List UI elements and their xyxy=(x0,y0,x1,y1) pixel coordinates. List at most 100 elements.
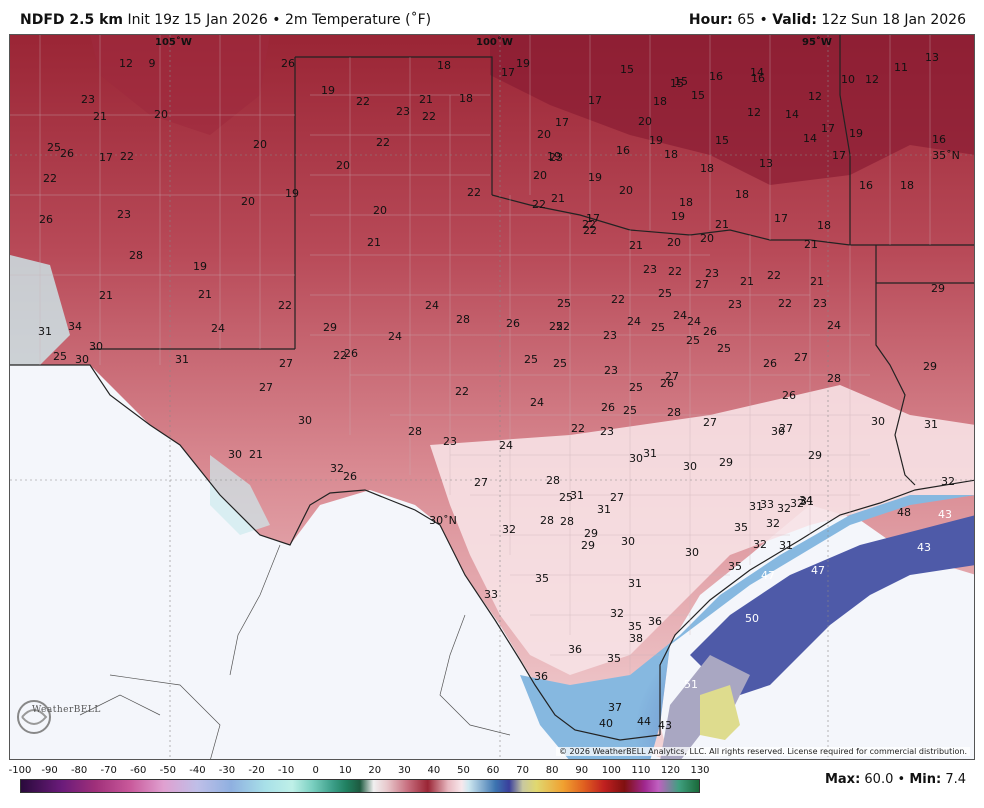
rio-grande xyxy=(10,364,661,741)
temperature-label: 27 xyxy=(610,491,624,504)
temperature-label: 21 xyxy=(419,93,433,106)
temperature-label: 22 xyxy=(278,299,292,312)
temperature-label: 20 xyxy=(667,236,681,249)
temperature-label: 27 xyxy=(665,370,679,383)
temperature-label: 20 xyxy=(253,138,267,151)
temperature-label: 25 xyxy=(651,321,665,334)
temperature-label: 23 xyxy=(81,93,95,106)
temperature-label: 27 xyxy=(279,357,293,370)
temperature-label: 35 xyxy=(535,572,549,585)
temperature-label: 31 xyxy=(175,353,189,366)
temperature-label: 12 xyxy=(119,57,133,70)
valid-value: 12z Sun 18 Jan 2026 xyxy=(821,12,966,28)
scale-tick-label: 70 xyxy=(516,765,529,776)
temperature-label: 48 xyxy=(897,506,911,519)
temperature-label: 19 xyxy=(588,171,602,184)
temperature-label: 9 xyxy=(149,57,156,70)
weatherbell-logo: WeatherBELL xyxy=(14,695,104,739)
temperature-label: 25 xyxy=(549,320,563,333)
temperature-label: 35 xyxy=(734,521,748,534)
temperature-label: 22 xyxy=(43,172,57,185)
temperature-label: 22 xyxy=(556,320,570,333)
temperature-label: 19 xyxy=(193,260,207,273)
temperature-label: 22 xyxy=(333,349,347,362)
temperature-label: 26 xyxy=(343,470,357,483)
scale-tick-label: -20 xyxy=(248,765,265,776)
temperature-label: 24 xyxy=(827,319,841,332)
temperature-label: 16 xyxy=(616,144,630,157)
temperature-label: 23 xyxy=(643,263,657,276)
temperature-label: 30˚N xyxy=(429,514,457,527)
temperature-label: 20 xyxy=(154,108,168,121)
temperature-label: 18 xyxy=(900,179,914,192)
temperature-label: 14 xyxy=(803,132,817,145)
temperature-label: 18 xyxy=(664,148,678,161)
temperature-label: 20 xyxy=(533,169,547,182)
temperature-label: 32 xyxy=(753,538,767,551)
temperature-label: 22 xyxy=(120,150,134,163)
temperature-label: 21 xyxy=(93,110,107,123)
temperature-label: 17 xyxy=(586,212,600,225)
temperature-label: 25 xyxy=(658,287,672,300)
temperature-label: 23 xyxy=(705,267,719,280)
scale-tick-label: -100 xyxy=(8,765,32,776)
temperature-label: 24 xyxy=(388,330,402,343)
scale-tick-label: 130 xyxy=(690,765,710,776)
temperature-label: 16 xyxy=(709,70,723,83)
temperature-label: 18 xyxy=(700,162,714,175)
temperature-label: 27 xyxy=(703,416,717,429)
temperature-label: 20 xyxy=(638,115,652,128)
temperature-label: 28 xyxy=(540,514,554,527)
scale-tick-labels: -100 -90 -80 -70 -60 -50 -40 -30 -20 -10 0 10 20 30 40… xyxy=(9,765,710,777)
scale-tick-label: -10 xyxy=(277,765,295,776)
temperature-label: 31 xyxy=(749,500,763,513)
scale-tick-label: -30 xyxy=(218,765,236,776)
temperature-label: 23 xyxy=(603,329,617,342)
scale-tick-label: 60 xyxy=(486,765,500,776)
temperature-label: 23 xyxy=(396,105,410,118)
scale-tick-label: 80 xyxy=(545,765,559,776)
temperature-label: 25 xyxy=(623,404,637,417)
temperature-label: 30 xyxy=(621,535,635,548)
scale-tick-label: -80 xyxy=(70,765,88,776)
scale-tick-label: -50 xyxy=(159,765,176,776)
separator: • xyxy=(897,772,906,787)
temperature-label: 26 xyxy=(506,317,520,330)
swirl-logo-icon xyxy=(17,700,51,734)
scale-tick-label: -70 xyxy=(100,765,117,776)
temperature-label: 32 xyxy=(941,475,955,488)
temperature-label: 18 xyxy=(679,196,693,209)
temperature-map[interactable]: 105˚W 100˚W 95˚W 12 9 26 18 17 19 15 15 16 14 10 12… xyxy=(9,34,975,760)
temperature-label: 21 xyxy=(715,218,729,231)
big-bend-patch xyxy=(210,455,270,535)
temperature-label: 34 xyxy=(68,320,82,333)
temperature-label: 21 xyxy=(198,288,212,301)
model-name: NDFD 2.5 km xyxy=(20,12,123,28)
temperature-label: 17 xyxy=(588,94,602,107)
tx-panhandle-north xyxy=(295,56,493,195)
temperature-label: 21 xyxy=(740,275,754,288)
temperature-label: 31 xyxy=(800,495,814,508)
temperature-label: 30 xyxy=(871,415,885,428)
tx-la-border xyxy=(875,245,916,486)
temperature-label: 21 xyxy=(810,275,824,288)
temperature-label: 26 xyxy=(782,389,796,402)
temperature-label: 21 xyxy=(629,239,643,252)
temperature-label: 18 xyxy=(735,188,749,201)
temperature-label: 30 xyxy=(685,546,699,559)
temperature-label: 12 xyxy=(747,106,761,119)
min-value: 7.4 xyxy=(945,772,966,787)
gulf-offshore xyxy=(690,515,974,695)
temperature-label: 35 xyxy=(628,620,642,633)
temperature-label: 22 xyxy=(767,269,781,282)
temperature-label: 20 xyxy=(373,204,387,217)
temperature-label: 25 xyxy=(524,353,538,366)
temperature-label: 32 xyxy=(790,497,804,510)
temperature-label: 17 xyxy=(99,151,113,164)
temperature-label: 27 xyxy=(794,351,808,364)
scale-tick-label: 20 xyxy=(368,765,382,776)
temperature-label: 32 xyxy=(610,607,624,620)
valid-time: Hour: 65 • Valid: 12z Sun 18 Jan 2026 xyxy=(689,12,966,28)
temperature-label: 29 xyxy=(323,321,337,334)
red-river xyxy=(491,194,876,246)
